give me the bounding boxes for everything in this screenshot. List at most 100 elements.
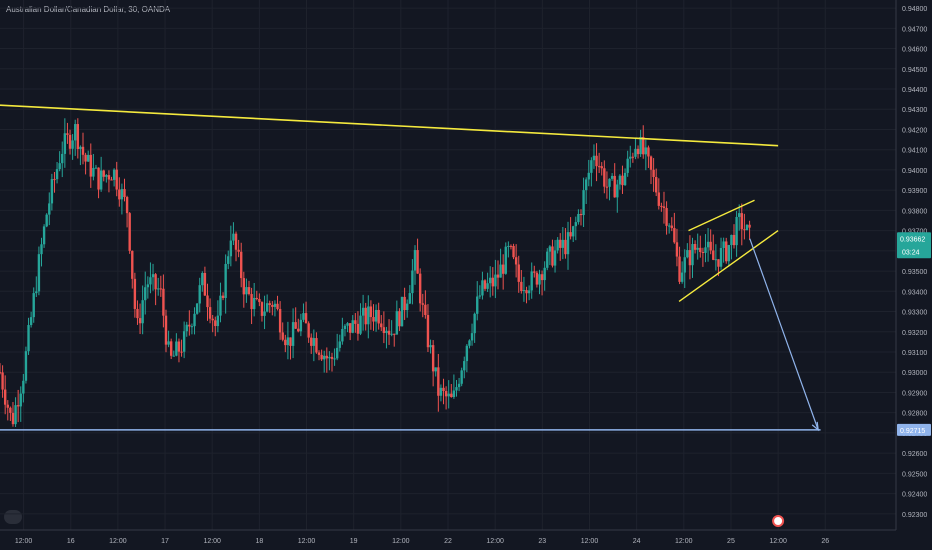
candle-body: [307, 323, 310, 338]
candle-body: [450, 393, 453, 398]
candle-body: [240, 251, 243, 279]
candle-body: [491, 277, 494, 287]
candle-body: [338, 341, 341, 348]
candle-body: [507, 245, 510, 247]
candle-body: [667, 225, 671, 227]
candle-body: [48, 203, 51, 215]
candle-body: [727, 245, 731, 262]
candle-body: [32, 293, 35, 318]
candle-body: [372, 317, 375, 322]
candle-body: [354, 320, 357, 324]
y-tick-label: 0.94300: [902, 107, 927, 114]
candle-body: [745, 224, 749, 231]
candle-body: [481, 280, 484, 296]
candle-body: [514, 257, 518, 265]
candle-body: [66, 133, 69, 135]
candle-body: [686, 250, 689, 258]
candle-body: [486, 283, 489, 289]
candle-body: [182, 331, 186, 352]
candle-body: [369, 306, 373, 318]
candle-body: [714, 259, 718, 261]
candle-body: [123, 189, 126, 198]
candle-body: [320, 354, 323, 360]
candle-body: [600, 166, 603, 169]
candle-body: [496, 274, 500, 278]
candle-body: [587, 172, 590, 180]
candle-body: [657, 192, 660, 206]
candle-body: [81, 146, 85, 155]
candle-body: [229, 240, 233, 257]
candle-body: [50, 179, 54, 204]
candle-body: [680, 272, 684, 282]
candle-body: [19, 393, 22, 407]
candle-body: [626, 158, 629, 173]
support-price-badge: [897, 423, 931, 436]
candle-body: [699, 247, 702, 252]
candle-body: [89, 154, 92, 177]
candle-body: [393, 333, 396, 335]
x-tick-label: 12:00: [581, 538, 599, 545]
candle-body: [185, 324, 188, 332]
candle-body: [623, 172, 627, 186]
candle-body: [211, 318, 214, 321]
candle-body: [455, 387, 458, 391]
candle-body: [162, 288, 165, 316]
candle-body: [725, 241, 728, 262]
candle-body: [281, 332, 284, 340]
candle-body: [120, 189, 124, 200]
candle-body: [289, 337, 292, 346]
candle-body: [543, 267, 546, 281]
x-tick-label: 12:00: [203, 538, 221, 545]
y-tick-label: 0.92800: [902, 411, 927, 418]
support-price-label: 0.92715: [900, 428, 925, 435]
candle-body: [180, 351, 183, 353]
candle-body: [297, 328, 300, 332]
candle-body: [478, 295, 482, 297]
candle-body: [395, 311, 399, 335]
candle-body: [533, 271, 536, 273]
candle-body: [655, 177, 658, 193]
candle-body: [408, 293, 412, 304]
candle-body: [444, 391, 448, 397]
candle-body: [613, 175, 616, 198]
candle-body: [157, 288, 160, 290]
candle-body: [333, 358, 336, 360]
candle-body: [323, 355, 326, 360]
y-tick-label: 0.92600: [902, 451, 927, 458]
event-marker-icon: [772, 515, 785, 527]
candle-body: [40, 244, 43, 255]
candle-body: [499, 264, 502, 278]
x-tick-label: 18: [255, 538, 263, 545]
y-tick-label: 0.93400: [902, 289, 927, 296]
candle-body: [346, 323, 349, 326]
candle-body: [325, 355, 329, 359]
candle-body: [128, 213, 131, 251]
candle-body: [278, 308, 282, 333]
forecast-arrow-line: [749, 238, 819, 431]
y-tick-label: 0.93000: [902, 370, 927, 377]
candle-body: [748, 224, 751, 228]
candle-body: [237, 249, 240, 252]
candle-body: [37, 254, 41, 292]
candle-body: [341, 329, 344, 342]
candle-body: [141, 300, 144, 324]
candle-body: [216, 315, 220, 327]
candle-body: [208, 307, 212, 319]
candle-body: [447, 393, 450, 397]
x-tick-label: 19: [350, 538, 358, 545]
candle-body: [24, 351, 28, 381]
x-tick-label: 12:00: [298, 538, 316, 545]
candle-body: [743, 229, 746, 231]
candle-body: [460, 370, 463, 384]
candle-body: [131, 250, 134, 279]
candle-body: [125, 197, 129, 214]
candle-body: [509, 245, 513, 247]
candle-body: [416, 250, 419, 274]
candle-body: [512, 245, 515, 258]
candle-body: [356, 323, 360, 334]
candle-body: [704, 247, 707, 253]
candle-body: [27, 325, 30, 352]
candle-body: [678, 256, 681, 282]
channel-upper-line: [688, 199, 755, 232]
y-tick-label: 0.92900: [902, 390, 927, 397]
